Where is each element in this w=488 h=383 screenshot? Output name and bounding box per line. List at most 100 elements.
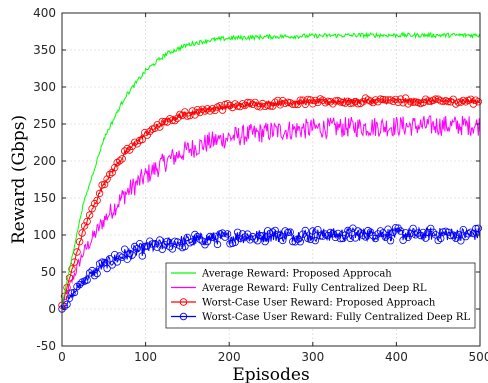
- series-point: [118, 155, 126, 163]
- series-point: [153, 243, 161, 251]
- y-tick-label: 250: [33, 117, 56, 131]
- y-tick-label: 150: [33, 191, 56, 205]
- series-point: [311, 236, 319, 245]
- series-point: [386, 236, 395, 245]
- x-axis-ticks: 0 100 200 300 400 500: [58, 13, 488, 364]
- series-point: [306, 96, 314, 104]
- series-point: [284, 98, 292, 106]
- series-point: [434, 236, 442, 245]
- series-point: [125, 146, 134, 154]
- series-point: [203, 105, 212, 113]
- series-point: [226, 101, 234, 110]
- series-point: [351, 97, 360, 106]
- series-point: [457, 98, 465, 106]
- series-point: [286, 228, 294, 236]
- series-point: [289, 100, 297, 108]
- series-point: [133, 244, 141, 253]
- series-point: [341, 99, 350, 107]
- series-point: [176, 242, 184, 250]
- series-point: [83, 217, 91, 226]
- plot-area: [58, 31, 482, 313]
- series-point: [369, 98, 377, 107]
- series-point: [223, 230, 232, 238]
- series-point: [447, 98, 455, 106]
- series-point: [158, 117, 166, 126]
- series-point: [223, 99, 232, 108]
- series-point: [467, 95, 475, 103]
- series-point: [143, 131, 151, 139]
- x-tick-label: 400: [385, 350, 408, 364]
- series-point: [120, 245, 129, 253]
- series-point: [409, 224, 417, 233]
- series-point: [341, 231, 350, 239]
- x-tick-label: 0: [58, 350, 66, 364]
- series-point: [153, 121, 161, 129]
- series-point: [236, 102, 244, 111]
- y-axis-ticks: -50 0 50 100 150 200 250 300 350 400: [33, 6, 480, 353]
- series-point: [146, 237, 154, 245]
- series-point: [354, 99, 362, 108]
- series-point: [404, 233, 412, 241]
- series-point: [309, 227, 317, 235]
- series-point: [296, 237, 304, 246]
- series-point: [103, 264, 111, 273]
- series-point: [198, 237, 207, 245]
- series-point: [193, 232, 202, 241]
- series-point: [354, 227, 362, 235]
- series-point: [296, 96, 304, 104]
- series-point: [331, 233, 340, 242]
- series-point: [474, 97, 482, 106]
- legend-box: [165, 262, 476, 329]
- series-point: [314, 225, 322, 234]
- series-point: [294, 235, 302, 243]
- series-point: [351, 234, 360, 242]
- legend: Average Reward: Proposed Approcah Average…: [165, 262, 476, 329]
- series-point: [158, 245, 166, 253]
- series-point: [284, 228, 292, 237]
- series-point: [381, 96, 390, 104]
- series-point: [304, 95, 312, 104]
- series-point: [105, 255, 114, 263]
- series-point: [63, 300, 71, 309]
- series-point: [306, 235, 314, 244]
- series-point: [80, 222, 89, 230]
- series-point: [171, 116, 179, 125]
- series-point: [68, 265, 76, 273]
- series-point: [196, 235, 204, 243]
- series-point: [379, 229, 387, 237]
- series-point: [457, 237, 465, 245]
- series-point: [264, 227, 272, 235]
- y-tick-label: 200: [33, 154, 56, 168]
- y-tick-label: 100: [33, 228, 56, 242]
- series-point: [138, 252, 146, 260]
- series-point: [384, 96, 392, 104]
- series-point: [125, 249, 134, 258]
- axes-frame: [61, 12, 481, 347]
- series-point: [474, 224, 482, 232]
- series-point: [110, 250, 119, 259]
- series-point: [276, 101, 284, 109]
- series-point: [359, 231, 367, 239]
- series-point: [206, 107, 214, 115]
- series-point: [251, 235, 259, 243]
- series-point: [444, 97, 452, 106]
- series-point: [396, 227, 405, 235]
- series-point: [381, 233, 390, 241]
- series-point: [374, 97, 382, 106]
- series-point: [208, 105, 217, 113]
- x-tick-label: 200: [218, 350, 241, 364]
- series-point: [294, 100, 302, 109]
- series-point: [432, 95, 440, 103]
- series-point: [188, 237, 197, 246]
- series-point: [391, 223, 400, 232]
- series-point: [326, 98, 335, 106]
- series-point: [141, 128, 149, 137]
- series-point: [248, 100, 257, 108]
- legend-entry: Worst-Case User Reward: Proposed Approac…: [202, 298, 436, 309]
- series-point: [371, 234, 380, 243]
- series-point: [78, 229, 86, 237]
- series-point: [411, 231, 420, 239]
- series-point: [95, 260, 104, 268]
- x-tick-label: 300: [301, 350, 324, 364]
- series-point: [299, 230, 307, 238]
